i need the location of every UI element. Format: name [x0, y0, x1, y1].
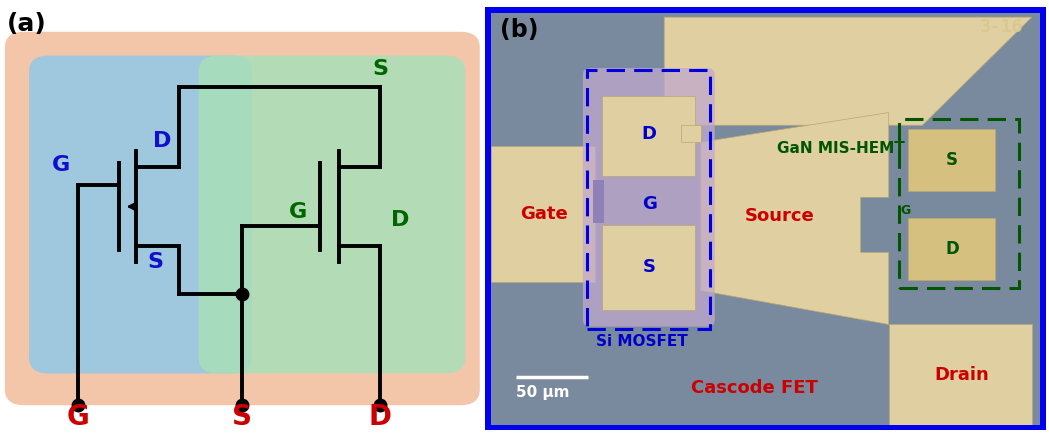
Bar — [908, 129, 996, 191]
Text: GaN MIS-HEMT: GaN MIS-HEMT — [777, 141, 905, 156]
Text: D: D — [153, 131, 172, 151]
FancyBboxPatch shape — [198, 55, 466, 374]
Text: 3-16: 3-16 — [980, 18, 1024, 36]
Bar — [602, 225, 695, 310]
Text: S: S — [946, 151, 958, 169]
Text: 50 μm: 50 μm — [515, 385, 569, 400]
FancyBboxPatch shape — [29, 55, 252, 374]
Text: D: D — [369, 403, 392, 431]
Text: S: S — [232, 403, 253, 431]
Polygon shape — [889, 324, 1032, 425]
Text: G: G — [900, 204, 911, 216]
Bar — [602, 96, 695, 176]
Text: G: G — [51, 155, 69, 175]
Text: S: S — [643, 258, 656, 276]
FancyBboxPatch shape — [5, 32, 479, 405]
FancyBboxPatch shape — [583, 68, 714, 326]
Text: (a): (a) — [7, 12, 47, 36]
Text: D: D — [945, 240, 959, 258]
Text: G: G — [288, 202, 307, 222]
Bar — [491, 146, 595, 282]
Text: G: G — [642, 194, 657, 213]
Text: S: S — [147, 252, 163, 272]
Text: S: S — [372, 59, 388, 80]
Text: Drain: Drain — [935, 366, 989, 384]
Bar — [908, 218, 996, 280]
Text: G: G — [66, 403, 89, 431]
Text: Si MOSFET: Si MOSFET — [596, 334, 688, 349]
Polygon shape — [664, 17, 1032, 125]
Text: D: D — [390, 211, 409, 230]
Polygon shape — [681, 125, 701, 142]
Text: Source: Source — [745, 208, 814, 225]
Polygon shape — [701, 112, 889, 324]
Text: Gate: Gate — [519, 205, 568, 223]
Bar — [586, 70, 710, 329]
Bar — [899, 119, 1020, 288]
Text: Cascode FET: Cascode FET — [690, 379, 817, 397]
Bar — [593, 180, 604, 223]
Text: (b): (b) — [500, 18, 539, 42]
Text: D: D — [642, 125, 657, 143]
